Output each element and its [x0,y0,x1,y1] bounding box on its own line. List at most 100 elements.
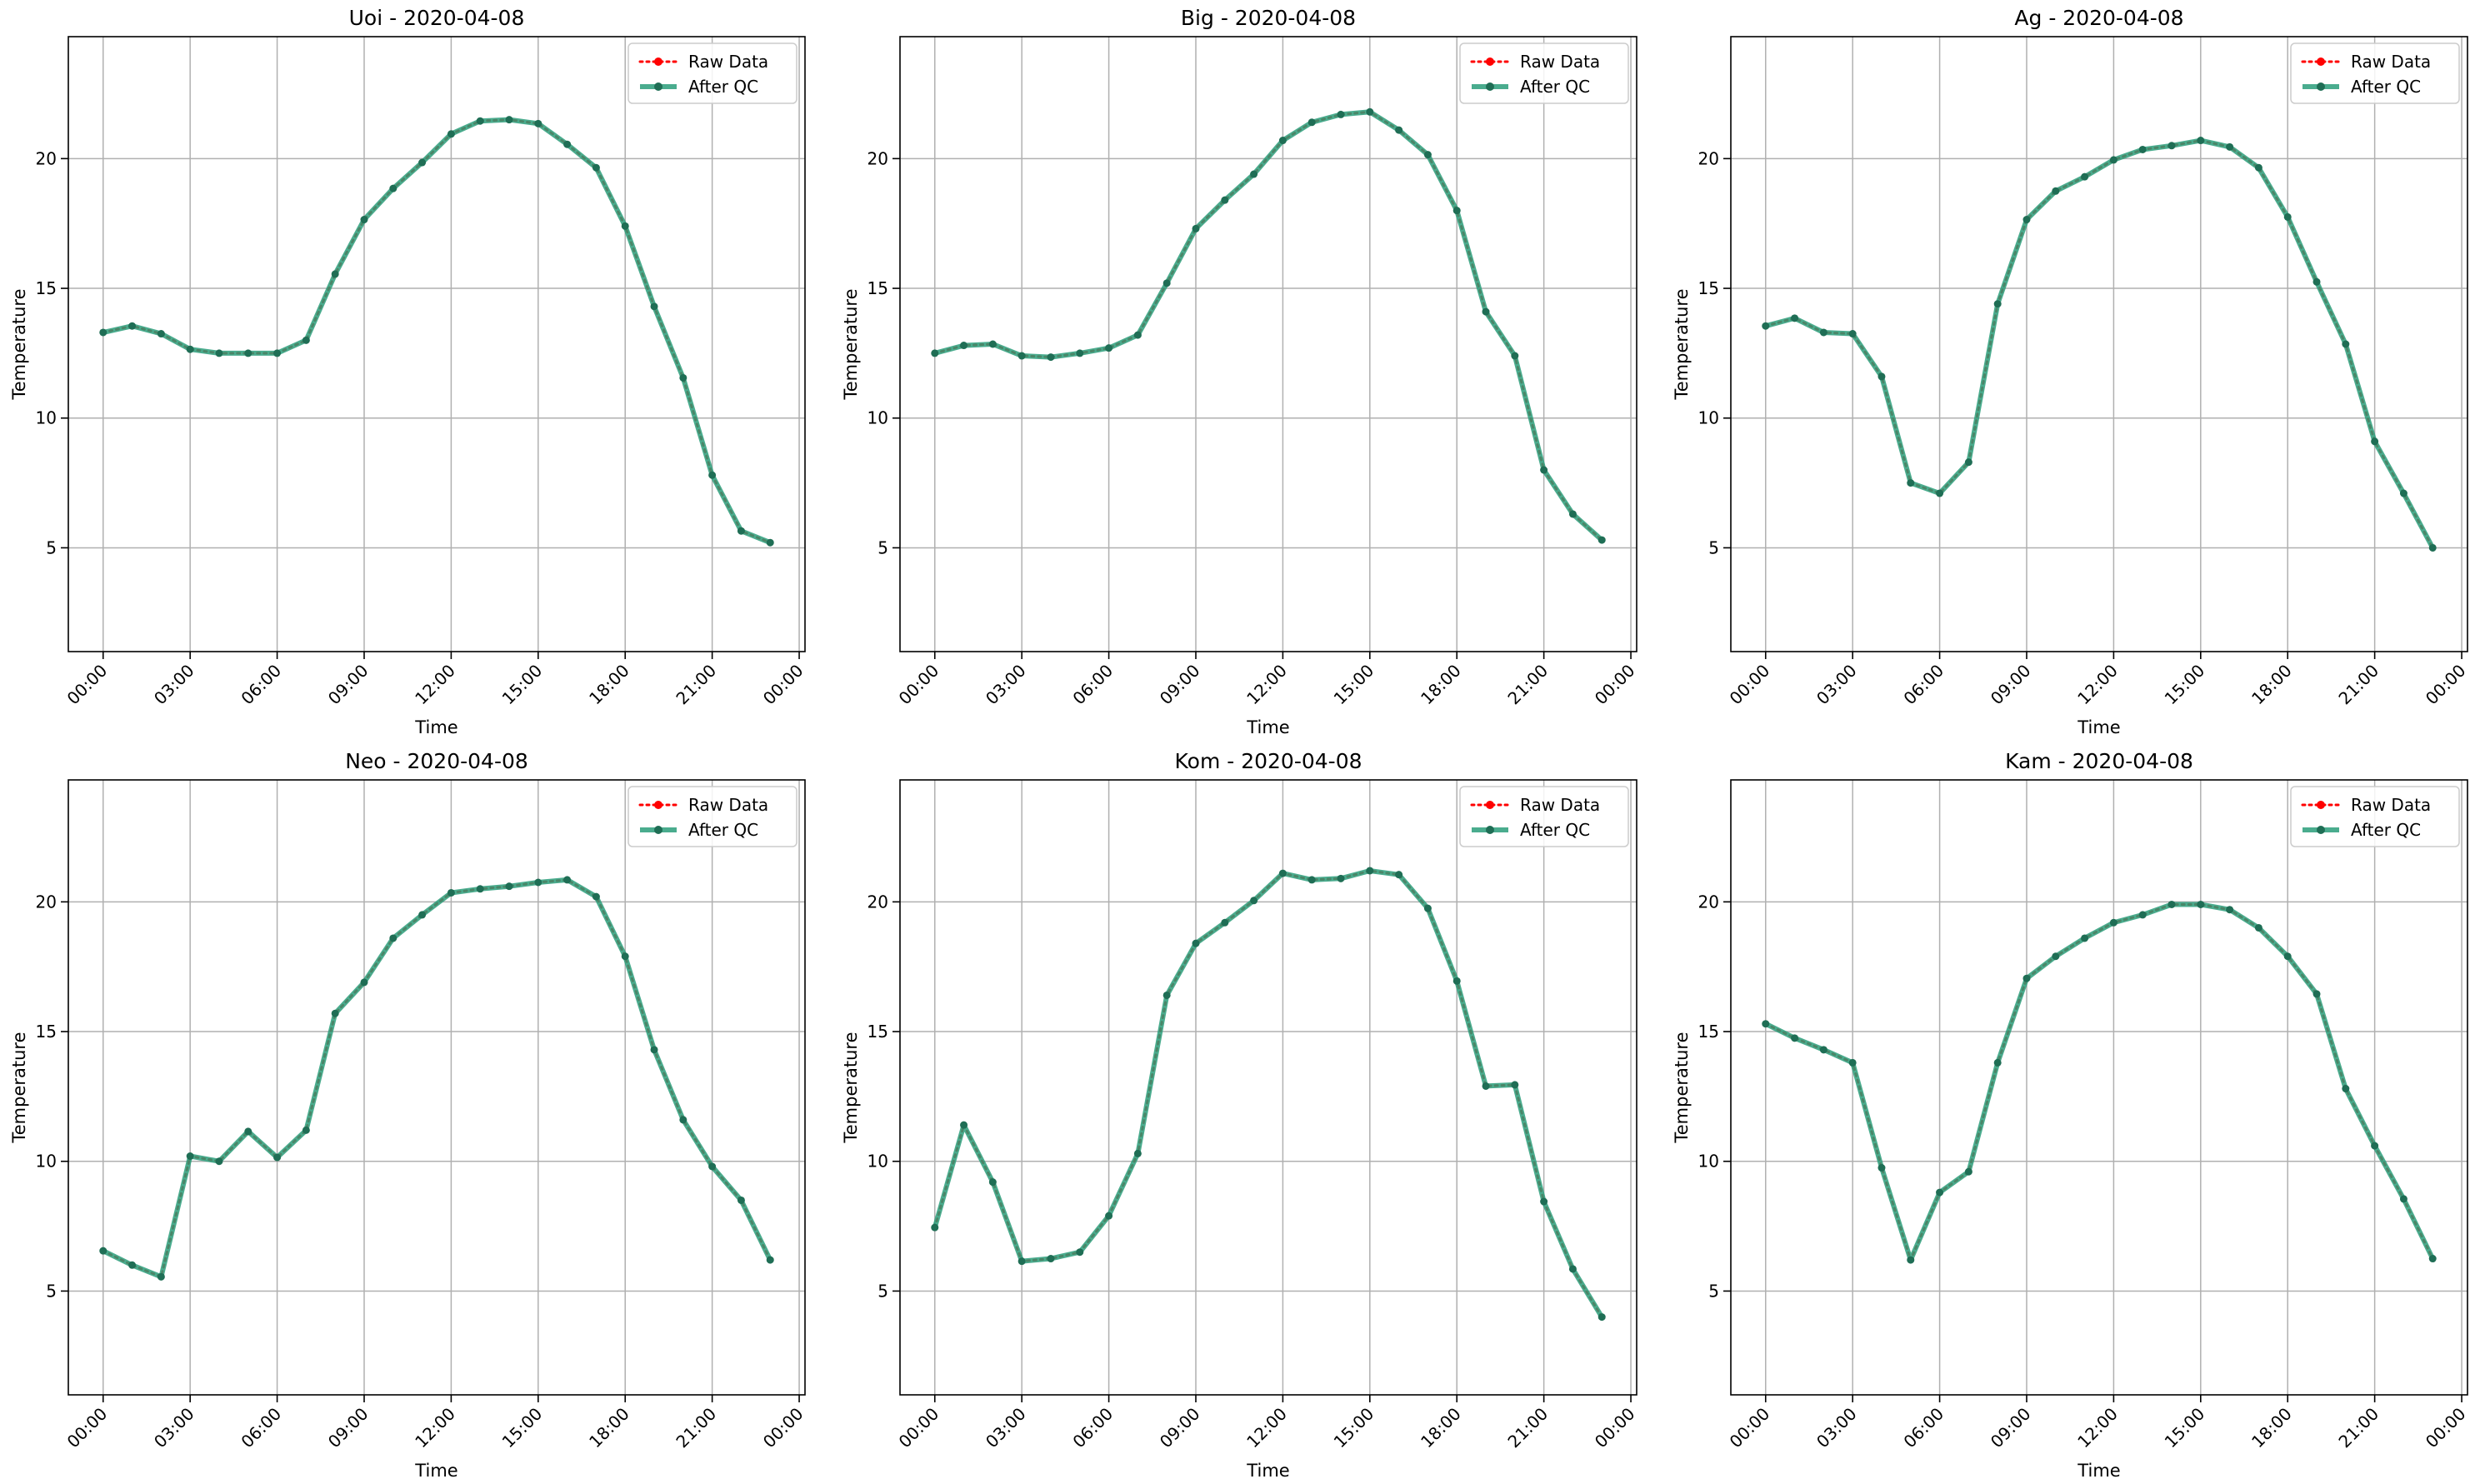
y-tick-label: 20 [868,892,888,912]
x-tick-label: 21:00 [2334,1404,2382,1452]
data-point-qc [447,888,455,897]
data-point-qc [621,222,629,230]
data-point-qc [1791,314,1799,322]
data-point-qc [737,527,745,535]
data-point-qc [1308,876,1316,884]
legend: Raw Data After QC [2290,786,2460,847]
y-axis-label: Temperature [9,288,29,400]
x-tick-label: 00:00 [1726,661,1774,709]
chart-title: Neo - 2020-04-08 [345,749,528,773]
data-point-qc [708,471,717,479]
chart-panel-4: 00:00 03:00 06:00 09:00 12:00 15:00 18:00 21:00… [841,749,1639,1481]
y-axis-label: Temperature [1672,288,1692,400]
y-tick-label: 10 [36,408,57,428]
data-point-qc [1105,344,1113,352]
legend-marker-raw [1486,57,1494,66]
data-point-qc [2428,1255,2437,1263]
legend: Raw Data After QC [628,786,798,847]
legend: Raw Data After QC [1459,42,1629,104]
axes-frame [1730,36,2468,652]
x-axis-label: Time [1246,717,1289,737]
y-tick-label: 10 [868,1152,888,1172]
data-point-qc [1791,1034,1799,1042]
x-tick-label: 09:00 [324,661,372,709]
data-point-qc [621,952,629,961]
data-point-qc [418,911,427,919]
x-tick-label: 18:00 [2248,661,2296,709]
legend-label-raw: Raw Data [2351,795,2431,815]
x-tick-label: 03:00 [150,661,198,709]
data-point-qc [1423,151,1432,159]
data-point-qc [99,1247,108,1255]
data-point-qc [708,1162,717,1171]
data-point-qc [1568,510,1577,518]
data-point-qc [1964,458,1972,467]
data-point-qc [1395,126,1403,134]
data-point-qc [988,340,997,348]
data-point-qc [186,1152,194,1161]
y-tick-label: 20 [1698,148,1719,168]
y-tick-label: 15 [1698,278,1719,298]
legend-marker-qc [1486,82,1494,91]
data-point-qc [650,1046,658,1054]
data-point-qc [679,373,688,382]
legend-label-qc: After QC [2351,77,2421,97]
y-tick-label: 15 [868,1022,888,1042]
data-point-qc [1452,207,1461,215]
data-point-qc [2254,923,2262,932]
x-tick-label: 15:00 [1330,661,1378,709]
axes-frame [899,36,1638,652]
data-point-qc [1278,869,1287,877]
x-tick-label: 18:00 [1417,1404,1465,1452]
legend-marker-raw [1486,801,1494,809]
x-tick-label: 00:00 [759,1404,808,1452]
x-tick-label: 06:00 [1068,661,1117,709]
data-point-qc [389,934,398,942]
data-point-qc [2138,911,2147,919]
data-point-qc [1192,939,1200,947]
x-tick-label: 00:00 [1591,661,1639,709]
x-tick-label: 00:00 [63,1404,112,1452]
data-point-qc [2168,142,2176,150]
data-point-qc [1964,1167,1972,1176]
data-point-qc [2109,156,2118,164]
x-tick-label: 09:00 [1156,661,1204,709]
data-point-qc [563,140,572,148]
data-point-qc [2197,900,2205,908]
y-axis-label: Temperature [1672,1032,1692,1143]
y-tick-label: 10 [36,1152,57,1172]
data-point-qc [157,330,165,338]
data-point-qc [2254,163,2262,172]
y-tick-label: 5 [878,537,888,557]
y-tick-label: 20 [36,892,57,912]
data-point-qc [1993,300,2002,308]
x-tick-label: 21:00 [2334,661,2382,709]
data-point-qc [1907,1256,1915,1264]
chart-title: Kam - 2020-04-08 [2005,749,2193,773]
data-point-qc [128,322,137,330]
x-tick-label: 15:00 [2161,1404,2209,1452]
axes-frame [68,779,806,1396]
x-tick-label: 12:00 [2073,661,2122,709]
data-point-qc [960,1121,968,1129]
y-axis-label: Temperature [841,288,861,400]
y-tick-label: 15 [36,278,57,298]
data-point-qc [766,1256,774,1264]
data-point-qc [418,158,427,167]
data-point-qc [244,349,252,357]
legend-marker-qc [654,82,662,91]
legend-label-raw: Raw Data [1520,52,1600,72]
legend-marker-raw [654,57,662,66]
series-line-qc [1764,902,2435,1263]
data-point-qc [2109,918,2118,927]
data-point-qc [592,892,600,901]
x-axis-label: Time [414,717,458,737]
series-line-raw [102,118,772,544]
x-tick-label: 18:00 [1417,661,1465,709]
data-point-qc [1511,1081,1519,1089]
data-point-qc [273,349,282,357]
legend: Raw Data After QC [628,42,798,104]
data-point-qc [1511,352,1519,360]
data-point-qc [99,328,108,337]
data-point-qc [1819,1046,1828,1054]
